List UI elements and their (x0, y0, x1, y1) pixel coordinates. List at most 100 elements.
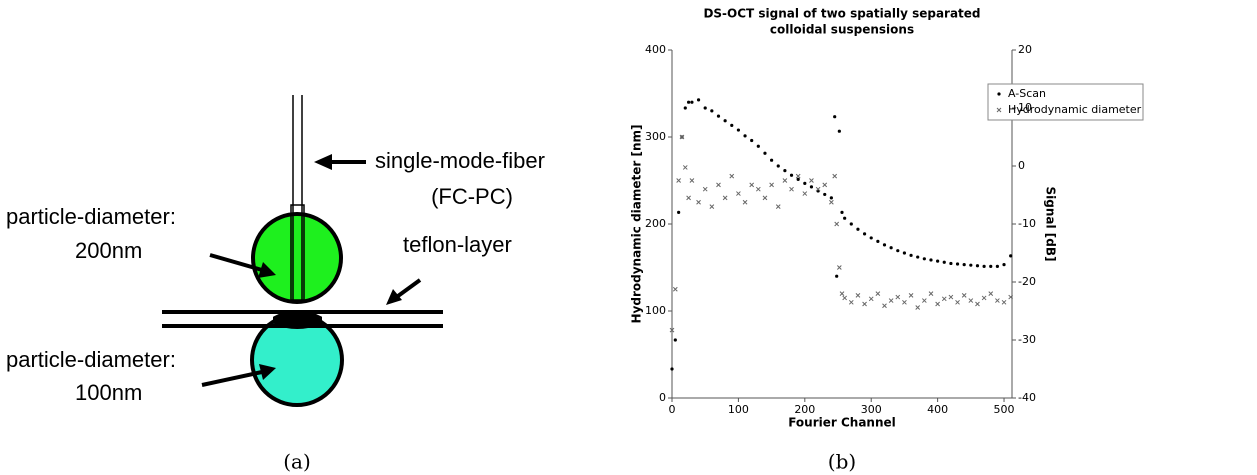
y2-tick-label: -20 (1018, 275, 1036, 288)
point (776, 164, 780, 168)
point (722, 195, 728, 201)
point (795, 173, 801, 179)
point (743, 134, 747, 138)
point (775, 204, 781, 209)
y2-tick-label: -10 (1018, 217, 1036, 230)
legend-label: A-Scan (1008, 87, 1046, 100)
point (981, 295, 987, 301)
point (855, 292, 861, 298)
label: 100nm (75, 380, 142, 405)
point (869, 236, 873, 240)
point (672, 286, 678, 292)
label: (FC-PC) (431, 184, 513, 209)
point (696, 199, 701, 205)
point (949, 261, 953, 266)
point (921, 298, 927, 303)
point (837, 129, 841, 133)
label: 200nm (75, 238, 142, 263)
point (683, 106, 687, 110)
point (1008, 294, 1014, 300)
point (936, 259, 940, 263)
point (729, 173, 735, 179)
point (882, 243, 887, 247)
y-tick-label: 200 (645, 217, 666, 230)
point (975, 264, 980, 268)
y2-tick-label: -30 (1018, 333, 1036, 346)
arrow (201, 370, 263, 387)
point (789, 186, 794, 192)
point (969, 263, 973, 267)
point (955, 299, 960, 305)
point (803, 181, 807, 185)
point (679, 134, 685, 140)
point (696, 98, 701, 102)
y-tick-label: 100 (645, 304, 666, 317)
point (763, 151, 767, 155)
x-tick-label: 400 (927, 403, 948, 416)
point (716, 114, 721, 118)
arrow (396, 278, 422, 298)
point (888, 298, 894, 303)
y2-tick-label: -40 (1018, 391, 1036, 404)
point (843, 216, 847, 220)
x-tick-label: 0 (669, 403, 676, 416)
point (995, 264, 999, 268)
point (848, 299, 854, 305)
point (682, 165, 688, 170)
point (895, 294, 901, 300)
point (902, 299, 907, 305)
diagram (162, 95, 443, 407)
arrow (209, 253, 263, 272)
point (929, 258, 933, 262)
point (840, 210, 844, 214)
point (908, 292, 914, 298)
point (916, 255, 920, 259)
point (687, 100, 691, 104)
y2-axis-label: Signal [dB] (1044, 187, 1058, 262)
point (836, 265, 842, 270)
point (686, 195, 691, 201)
point (823, 192, 827, 197)
point (868, 296, 874, 302)
point (809, 185, 814, 189)
point (942, 260, 946, 264)
point (941, 296, 947, 302)
point (896, 249, 900, 253)
y-tick-label: 0 (659, 391, 666, 404)
x-tick-label: 200 (794, 403, 815, 416)
point (995, 298, 1000, 303)
point (756, 144, 760, 148)
point (736, 128, 741, 132)
point (882, 303, 887, 309)
point (783, 169, 787, 173)
point (762, 195, 768, 201)
point (815, 186, 821, 192)
point (961, 292, 967, 298)
point (709, 204, 715, 209)
point (829, 196, 833, 200)
point (670, 367, 674, 371)
fiber-tip (290, 204, 305, 301)
point (796, 177, 800, 181)
point (1001, 299, 1007, 305)
point (975, 301, 980, 307)
point (915, 305, 921, 310)
caption: (b) (828, 450, 856, 474)
point (730, 123, 734, 127)
label: teflon-layer (403, 232, 512, 257)
label: particle-diameter: (6, 347, 176, 372)
point (839, 291, 845, 296)
point (789, 173, 794, 177)
particle-200 (251, 212, 343, 304)
label: single-mode-fiber (375, 148, 545, 173)
point (710, 109, 714, 113)
x-axis-label: Fourier Channel (788, 416, 896, 430)
point (822, 182, 828, 188)
point (876, 239, 880, 243)
arrowhead (259, 364, 276, 380)
label: particle-diameter: (6, 204, 176, 229)
point (935, 301, 940, 307)
point (835, 274, 839, 278)
point (1002, 263, 1006, 267)
